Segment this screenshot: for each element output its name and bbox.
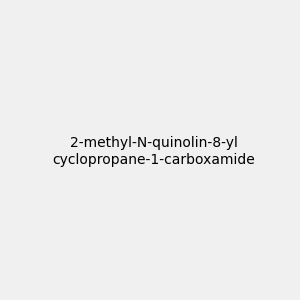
Text: 2-methyl-N-quinolin-8-yl
cyclopropane-1-carboxamide: 2-methyl-N-quinolin-8-yl cyclopropane-1-… — [52, 136, 255, 166]
